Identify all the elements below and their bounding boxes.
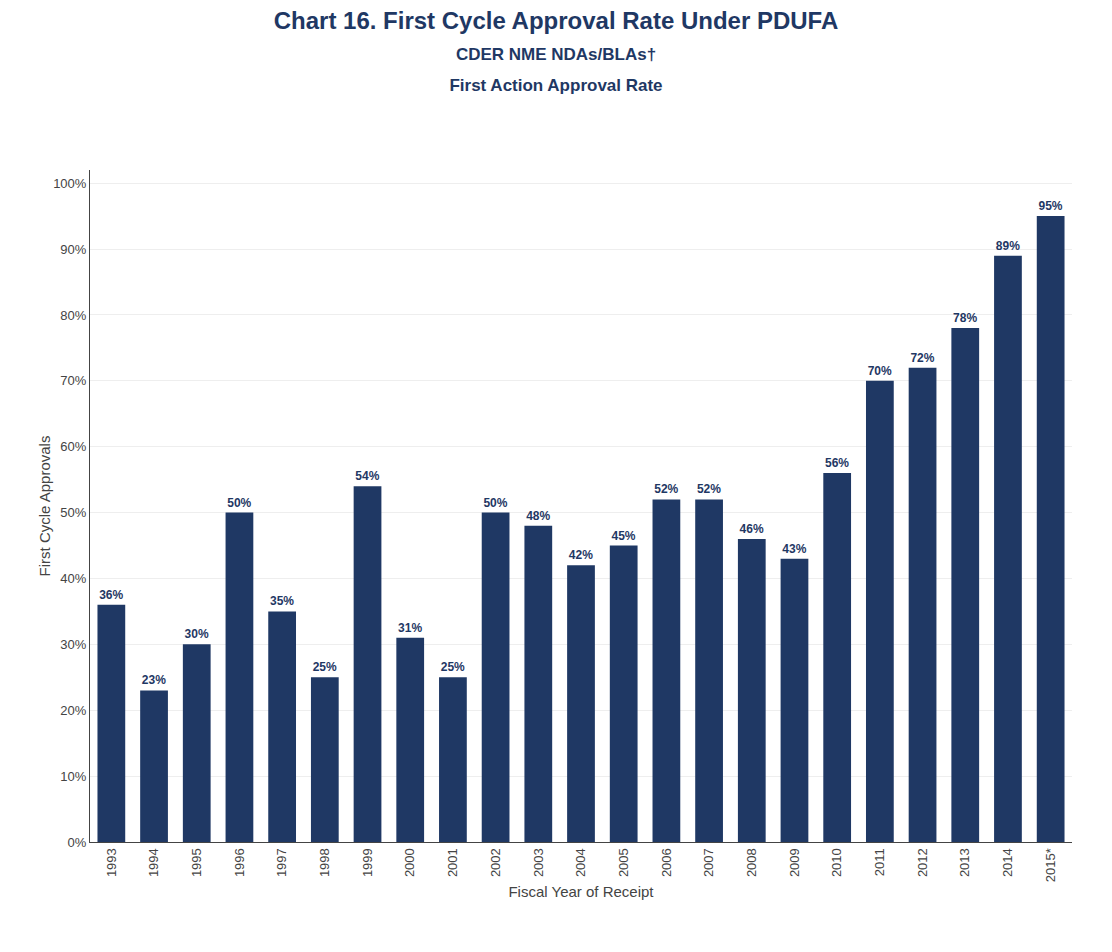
svg-text:20%: 20% [60, 703, 86, 718]
svg-text:First Cycle Approvals: First Cycle Approvals [36, 436, 53, 577]
svg-text:72%: 72% [910, 351, 934, 365]
svg-text:52%: 52% [654, 482, 678, 496]
svg-text:2006: 2006 [659, 848, 674, 877]
svg-text:1998: 1998 [317, 848, 332, 877]
svg-text:2012: 2012 [915, 848, 930, 877]
svg-text:45%: 45% [612, 529, 636, 543]
svg-text:30%: 30% [185, 627, 209, 641]
svg-text:2013: 2013 [957, 848, 972, 877]
svg-text:25%: 25% [313, 660, 337, 674]
svg-text:43%: 43% [782, 542, 806, 556]
svg-text:1997: 1997 [274, 848, 289, 877]
svg-text:60%: 60% [60, 439, 86, 454]
svg-text:2014: 2014 [1000, 848, 1015, 877]
svg-text:95%: 95% [1038, 199, 1062, 213]
svg-text:2003: 2003 [531, 848, 546, 877]
svg-text:100%: 100% [53, 176, 87, 191]
svg-text:56%: 56% [825, 456, 849, 470]
svg-text:90%: 90% [60, 242, 86, 257]
svg-text:54%: 54% [355, 469, 379, 483]
svg-text:2009: 2009 [787, 848, 802, 877]
svg-text:2004: 2004 [573, 848, 588, 877]
svg-text:30%: 30% [60, 637, 86, 652]
svg-text:78%: 78% [953, 311, 977, 325]
svg-text:48%: 48% [526, 509, 550, 523]
svg-text:1996: 1996 [232, 848, 247, 877]
svg-text:50%: 50% [60, 505, 86, 520]
svg-text:46%: 46% [740, 522, 764, 536]
svg-text:2007: 2007 [701, 848, 716, 877]
svg-text:50%: 50% [483, 496, 507, 510]
svg-text:42%: 42% [569, 548, 593, 562]
svg-text:2001: 2001 [445, 848, 460, 877]
svg-text:2005: 2005 [616, 848, 631, 877]
svg-text:Chart 16. First Cycle Approval: Chart 16. First Cycle Approval Rate Unde… [274, 7, 839, 95]
svg-text:1994: 1994 [146, 848, 161, 877]
svg-text:50%: 50% [227, 496, 251, 510]
svg-text:2015*: 2015* [1043, 848, 1058, 882]
svg-text:2010: 2010 [829, 848, 844, 877]
svg-text:2011: 2011 [872, 848, 887, 876]
svg-text:1995: 1995 [189, 848, 204, 877]
svg-text:1993: 1993 [104, 848, 119, 877]
svg-text:10%: 10% [60, 769, 86, 784]
svg-text:70%: 70% [868, 364, 892, 378]
svg-text:2000: 2000 [402, 848, 417, 877]
svg-text:80%: 80% [60, 307, 86, 322]
svg-text:31%: 31% [398, 621, 422, 635]
svg-text:1999: 1999 [360, 848, 375, 877]
svg-text:40%: 40% [60, 571, 86, 586]
svg-text:0%: 0% [68, 835, 87, 850]
svg-text:2008: 2008 [744, 848, 759, 877]
svg-text:52%: 52% [697, 482, 721, 496]
svg-text:2002: 2002 [488, 848, 503, 877]
svg-text:23%: 23% [142, 673, 166, 687]
svg-text:89%: 89% [996, 239, 1020, 253]
svg-text:25%: 25% [441, 660, 465, 674]
svg-text:70%: 70% [60, 373, 86, 388]
svg-text:36%: 36% [99, 588, 123, 602]
svg-text:Fiscal Year of Receipt: Fiscal Year of Receipt [508, 883, 654, 900]
svg-text:35%: 35% [270, 594, 294, 608]
